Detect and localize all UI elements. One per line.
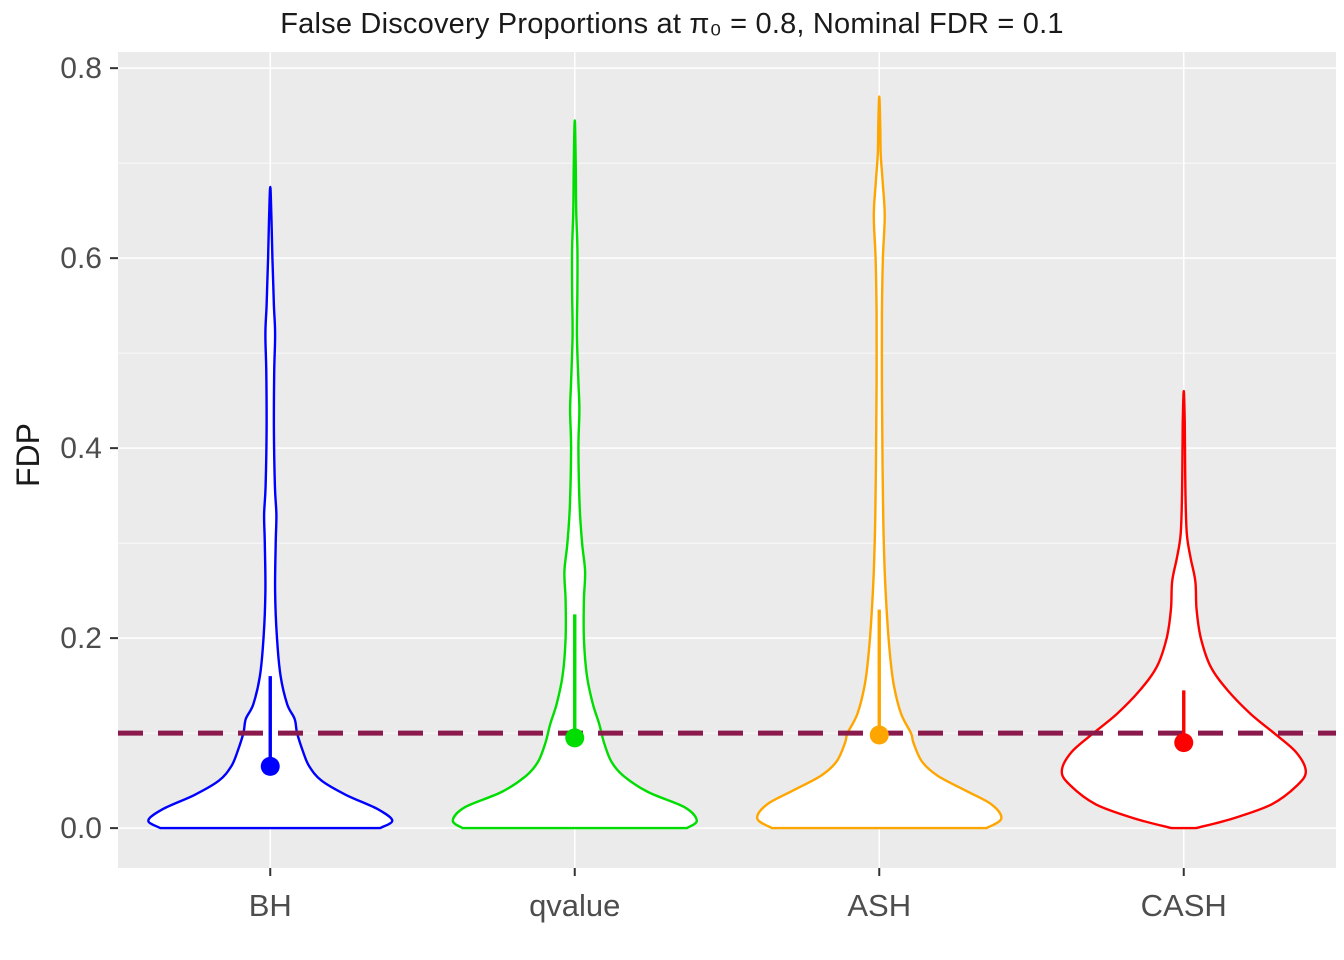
y-tick-label: 0.2 xyxy=(60,622,102,655)
mean-point-qvalue xyxy=(565,728,585,748)
x-tick-label-qvalue: qvalue xyxy=(529,888,620,923)
x-tick-label-ASH: ASH xyxy=(847,888,911,923)
mean-point-BH xyxy=(260,756,280,776)
x-tick-label-BH: BH xyxy=(249,888,292,923)
y-axis-title: FDP xyxy=(10,423,46,487)
violin-ASH xyxy=(756,95,1003,830)
violin-BH xyxy=(147,185,394,830)
x-tick-label-CASH: CASH xyxy=(1141,888,1227,923)
violin-qvalue xyxy=(451,119,698,830)
chart-title: False Discovery Proportions at π₀ = 0.8,… xyxy=(280,8,1064,40)
mean-point-CASH xyxy=(1174,733,1194,753)
mean-point-ASH xyxy=(869,725,889,745)
y-tick-label: 0.6 xyxy=(60,242,102,275)
y-tick-label: 0.4 xyxy=(60,432,102,465)
y-tick-label: 0.0 xyxy=(60,812,102,845)
y-tick-label: 0.8 xyxy=(60,52,102,85)
